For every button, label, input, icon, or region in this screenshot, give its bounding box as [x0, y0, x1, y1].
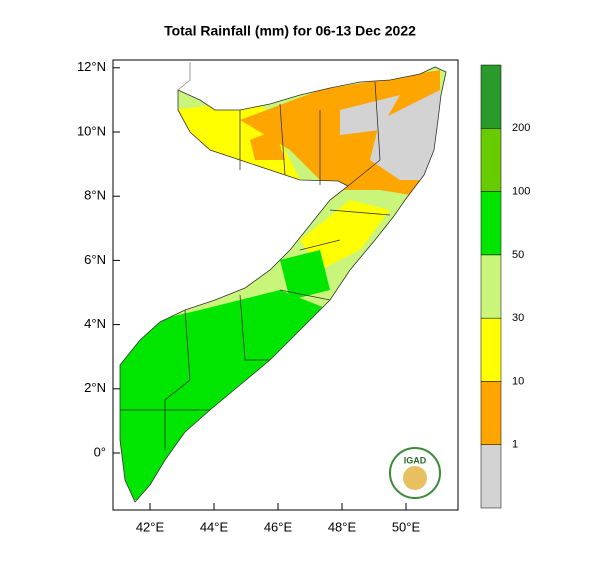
colorbar-label: 50: [512, 249, 524, 261]
lon-tick-label: 48°E: [328, 519, 357, 534]
colorbar-label: 200: [512, 122, 530, 134]
lat-tick-label: 0°: [94, 444, 106, 459]
colorbar-bin: [480, 191, 502, 256]
lat-tick-label: 6°N: [84, 252, 106, 267]
lat-tick-label: 2°N: [84, 380, 106, 395]
lon-tick-label: 46°E: [264, 519, 293, 534]
colorbar-bin: [480, 128, 502, 192]
colorbar-label: 100: [512, 185, 530, 197]
lat-tick-label: 8°N: [84, 188, 106, 203]
lat-tick-label: 10°N: [77, 123, 106, 138]
colorbar-bin: [480, 317, 502, 382]
lon-tick-label: 50°E: [392, 519, 421, 534]
lat-tick-label: 12°N: [77, 59, 106, 74]
colorbar-bin: [480, 254, 502, 319]
lon-tick-label: 44°E: [200, 519, 229, 534]
colorbar-label: 30: [512, 312, 524, 324]
igad-logo: IGAD: [389, 447, 441, 499]
colorbar-label: 10: [512, 375, 524, 387]
colorbar-bin: [480, 64, 502, 129]
map-title: Total Rainfall (mm) for 06-13 Dec 2022: [164, 23, 416, 39]
colorbar: 1 10 30 50 100 200: [480, 64, 530, 509]
lon-tick-label: 42°E: [136, 519, 165, 534]
logo-globe: [403, 466, 427, 490]
lat-axis: 12°N 10°N 8°N 6°N 4°N 2°N 0°: [77, 59, 120, 459]
logo-text: IGAD: [404, 455, 427, 465]
admin-borders: [119, 62, 447, 503]
colorbar-bin: [480, 444, 502, 509]
colorbar-bin: [480, 381, 502, 445]
map-frame: [112, 59, 459, 511]
colorbar-label: 1: [512, 439, 518, 451]
lat-tick-label: 4°N: [84, 316, 106, 331]
lon-axis: 42°E 44°E 46°E 48°E 50°E: [136, 503, 421, 534]
